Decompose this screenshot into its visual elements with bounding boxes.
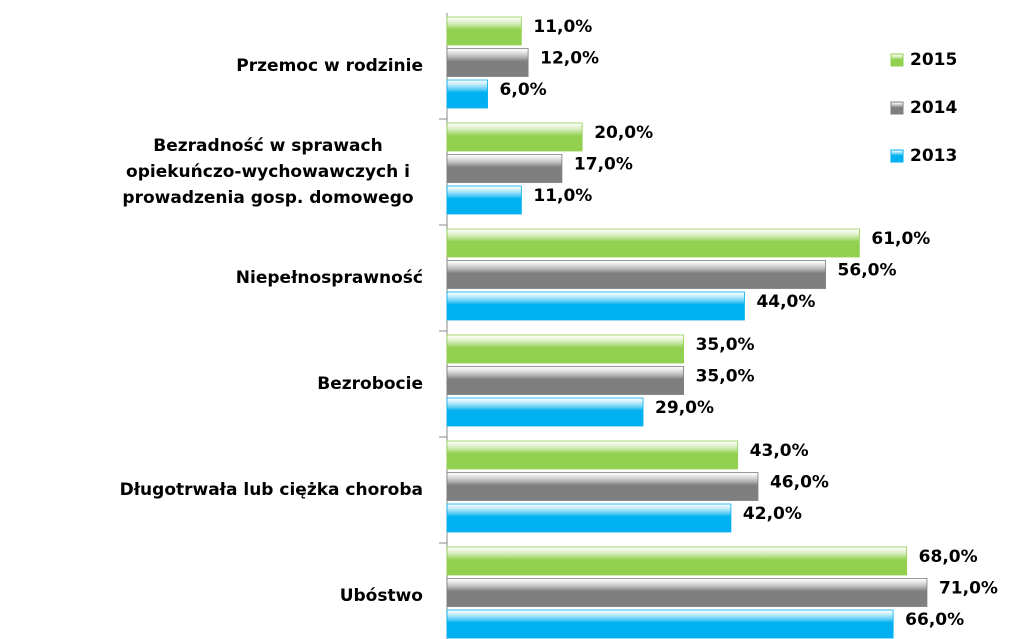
value-label: 11,0% [533, 17, 592, 37]
value-label: 20,0% [594, 123, 653, 143]
value-label: 35,0% [696, 367, 755, 387]
value-label: 61,0% [871, 229, 930, 249]
bar [446, 154, 563, 183]
bar [446, 79, 488, 109]
bar [446, 578, 928, 607]
bar [446, 185, 522, 215]
bar [446, 503, 732, 533]
legend-label: 2015 [910, 50, 957, 70]
legend-label: 2014 [910, 98, 957, 118]
bar [446, 334, 685, 364]
category-label: Przemoc w rodzinie [236, 56, 423, 76]
value-label: 68,0% [919, 547, 978, 567]
bar [446, 472, 759, 501]
value-label: 66,0% [905, 610, 964, 630]
bar [446, 609, 894, 639]
legend-label: 2013 [910, 146, 957, 166]
legend-swatch [890, 53, 904, 67]
bar [446, 397, 644, 427]
bar [446, 260, 826, 289]
value-label: 6,0% [500, 80, 547, 100]
bar [446, 291, 745, 321]
value-label: 56,0% [838, 261, 897, 281]
value-label: 43,0% [750, 441, 809, 461]
legend-swatch [890, 101, 904, 115]
bar [446, 546, 908, 576]
bar [446, 16, 522, 46]
category-label: Długotrwała lub ciężka choroba [119, 480, 423, 500]
category-label: Bezradność w sprawach opiekuńczo-wychowa… [122, 136, 414, 208]
category-label: Ubóstwo [339, 586, 423, 606]
value-label: 71,0% [939, 579, 998, 599]
value-label: 42,0% [743, 504, 802, 524]
category-label: Niepełnosprawność [235, 268, 423, 288]
value-label: 44,0% [756, 292, 815, 312]
bar [446, 366, 685, 395]
value-label: 29,0% [655, 398, 714, 418]
value-label: 35,0% [696, 335, 755, 355]
category-label: Bezrobocie [317, 374, 423, 394]
value-label: 12,0% [540, 49, 599, 69]
bar [446, 440, 739, 470]
bar [446, 48, 529, 77]
bar [446, 228, 860, 258]
legend-swatch [890, 149, 904, 163]
value-label: 17,0% [574, 155, 633, 175]
value-label: 46,0% [770, 473, 829, 493]
value-label: 11,0% [533, 186, 592, 206]
bar [446, 122, 583, 152]
